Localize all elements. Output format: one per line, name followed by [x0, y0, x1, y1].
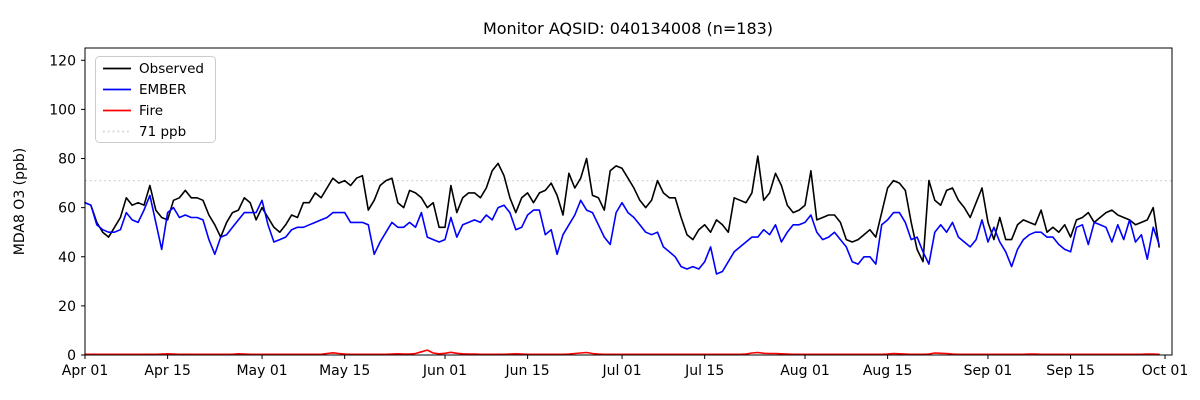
x-tick-label: Apr 15 — [144, 363, 190, 379]
axis-ticks-group: 0 20 40 60 80 100 120 Apr 01 Apr 15 May 01 May 15 J… — [49, 53, 1188, 379]
y-tick-label: 120 — [49, 53, 76, 69]
x-tick-label: May 01 — [236, 363, 287, 379]
x-tick-label: Sep 15 — [1046, 363, 1095, 379]
series-line-ember — [84, 194, 1160, 275]
legend-label-fire: Fire — [139, 103, 163, 119]
legend-label-threshold: 71 ppb — [139, 124, 186, 140]
x-tick-label: Aug 15 — [863, 363, 913, 379]
y-tick-label: 20 — [58, 299, 76, 315]
x-tick-label: Sep 01 — [964, 363, 1013, 379]
x-tick-label: Apr 01 — [62, 363, 108, 379]
x-tick-label: Jul 01 — [601, 363, 641, 379]
plot-border — [84, 47, 1173, 356]
y-tick-label: 100 — [49, 102, 76, 118]
y-tick-label: 80 — [58, 152, 76, 168]
series-group — [84, 155, 1160, 356]
x-tick-label: Jul 15 — [684, 363, 724, 379]
y-tick-label: 60 — [58, 201, 76, 217]
x-tick-label: Oct 01 — [1142, 363, 1188, 379]
x-tick-label: May 15 — [319, 363, 370, 379]
series-line-fire — [84, 349, 1160, 356]
y-tick-label: 0 — [67, 348, 76, 364]
legend-box — [95, 56, 216, 143]
x-tick-label: Aug 01 — [780, 363, 830, 379]
legend-label-ember: EMBER — [139, 82, 186, 98]
x-tick-label: Jun 01 — [422, 363, 467, 379]
x-tick-label: Jun 15 — [505, 363, 550, 379]
y-axis-label: MDA8 O3 (ppb) — [12, 148, 28, 256]
legend: Observed EMBER Fire 71 ppb — [95, 56, 216, 143]
chart-title: Monitor AQSID: 040134008 (n=183) — [483, 19, 773, 38]
series-line-observed — [84, 155, 1160, 263]
y-tick-label: 40 — [58, 250, 76, 266]
legend-label-observed: Observed — [139, 61, 204, 77]
